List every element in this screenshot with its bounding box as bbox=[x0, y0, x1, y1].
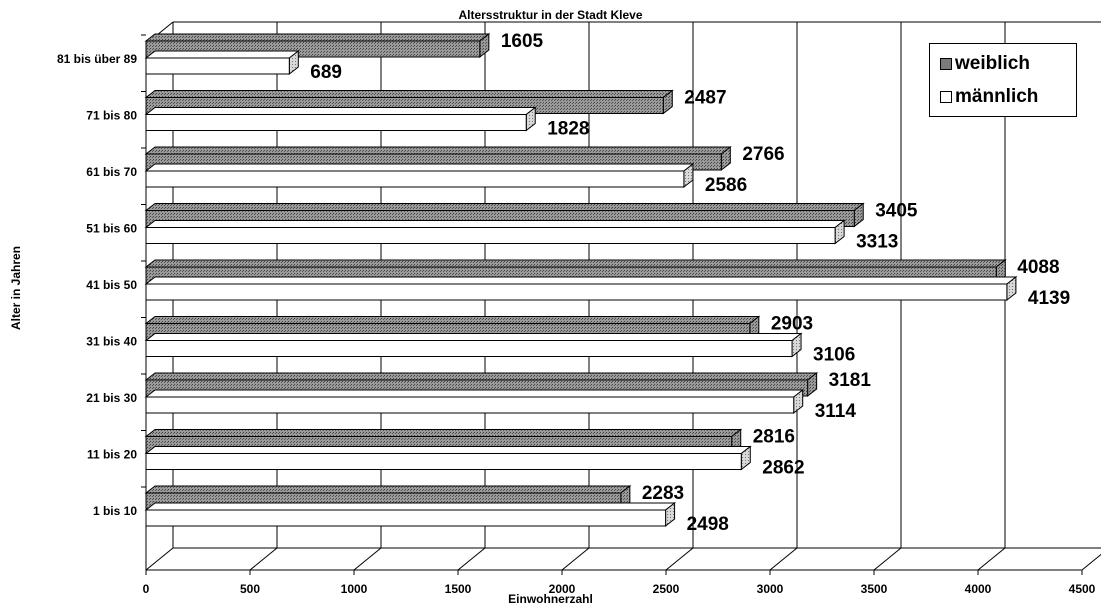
floor-gridline bbox=[249, 547, 278, 571]
x-tick-label: 2500 bbox=[653, 582, 680, 596]
legend-label-weiblich: weiblich bbox=[955, 53, 1030, 74]
legend-item-weiblich: weiblich bbox=[940, 53, 1030, 75]
bar-maennlich bbox=[144, 275, 1018, 302]
x-tick-label: 500 bbox=[240, 582, 260, 596]
x-tick-label: 3000 bbox=[757, 582, 784, 596]
category-label: 11 bis 20 bbox=[87, 448, 137, 462]
x-tick-label: 3500 bbox=[861, 582, 888, 596]
data-label-maennlich: 1828 bbox=[547, 119, 589, 140]
bar-maennlich bbox=[144, 106, 537, 132]
x-tick-label: 1000 bbox=[341, 582, 368, 596]
chart-title: Altersstruktur in der Stadt Kleve bbox=[458, 8, 643, 22]
bar-maennlich bbox=[144, 332, 803, 358]
bar-maennlich bbox=[144, 501, 677, 528]
data-label-weiblich: 3405 bbox=[875, 201, 918, 222]
data-label-maennlich: 3106 bbox=[813, 345, 855, 366]
category-label: 81 bis über 89 bbox=[57, 52, 137, 66]
legend-swatch-maennlich bbox=[940, 91, 952, 103]
data-label-weiblich: 2766 bbox=[742, 144, 784, 165]
data-label-maennlich: 2498 bbox=[687, 514, 729, 535]
floor-gridline bbox=[561, 547, 590, 571]
floor-gridline bbox=[977, 547, 1006, 571]
floor-gridline bbox=[457, 547, 486, 571]
data-label-weiblich: 2487 bbox=[684, 88, 726, 109]
category-label: 71 bis 80 bbox=[86, 109, 137, 123]
x-tick-label: 1500 bbox=[445, 582, 472, 596]
floor-gridline bbox=[145, 547, 174, 571]
bar-maennlich bbox=[144, 445, 752, 471]
bar-maennlich bbox=[144, 162, 695, 189]
category-label: 1 bis 10 bbox=[93, 504, 137, 518]
labels: 0 500 1000 1500 2000 2500 3000 3500 4000 4500 81 b… bbox=[57, 31, 1096, 596]
floor-gridline bbox=[873, 547, 902, 571]
bar-maennlich bbox=[144, 49, 300, 76]
bars bbox=[144, 32, 1018, 528]
category-label: 31 bis 40 bbox=[86, 335, 137, 349]
data-label-maennlich: 4139 bbox=[1028, 288, 1070, 309]
bar-maennlich bbox=[144, 388, 805, 415]
data-label-weiblich: 1605 bbox=[501, 31, 544, 52]
x-tick-label: 2000 bbox=[549, 582, 576, 596]
data-label-weiblich: 2816 bbox=[753, 427, 795, 448]
category-label: 61 bis 70 bbox=[86, 165, 137, 179]
category-label: 51 bis 60 bbox=[86, 222, 137, 236]
x-tick-label: 4000 bbox=[965, 582, 992, 596]
floor-gridline bbox=[1081, 553, 1101, 571]
floor-gridline bbox=[665, 547, 694, 571]
data-label-weiblich: 4088 bbox=[1017, 257, 1059, 278]
legend-label-maennlich: männlich bbox=[955, 86, 1039, 107]
axes bbox=[141, 34, 1083, 575]
data-label-maennlich: 2862 bbox=[762, 458, 804, 479]
x-axis-title: Einwohnerzahl bbox=[508, 592, 593, 606]
data-label-maennlich: 3114 bbox=[815, 401, 857, 422]
legend: weiblich männlich bbox=[929, 43, 1077, 117]
data-label-maennlich: 3313 bbox=[856, 232, 898, 253]
category-label: 21 bis 30 bbox=[86, 391, 137, 405]
data-label-maennlich: 2586 bbox=[705, 175, 747, 196]
data-label-maennlich: 689 bbox=[310, 62, 342, 83]
data-label-weiblich: 2903 bbox=[771, 314, 813, 335]
bar-maennlich bbox=[144, 219, 846, 245]
legend-swatch-weiblich bbox=[940, 58, 952, 70]
category-label: 41 bis 50 bbox=[86, 278, 137, 292]
y-axis-title: Alter in Jahren bbox=[9, 245, 23, 331]
data-label-weiblich: 2283 bbox=[642, 483, 684, 504]
data-label-weiblich: 3181 bbox=[829, 370, 872, 391]
x-tick-label: 0 bbox=[143, 582, 150, 596]
x-tick-label: 4500 bbox=[1069, 582, 1096, 596]
floor-gridline bbox=[353, 547, 382, 571]
legend-item-maennlich: männlich bbox=[940, 86, 1038, 108]
floor-gridline bbox=[769, 547, 798, 571]
